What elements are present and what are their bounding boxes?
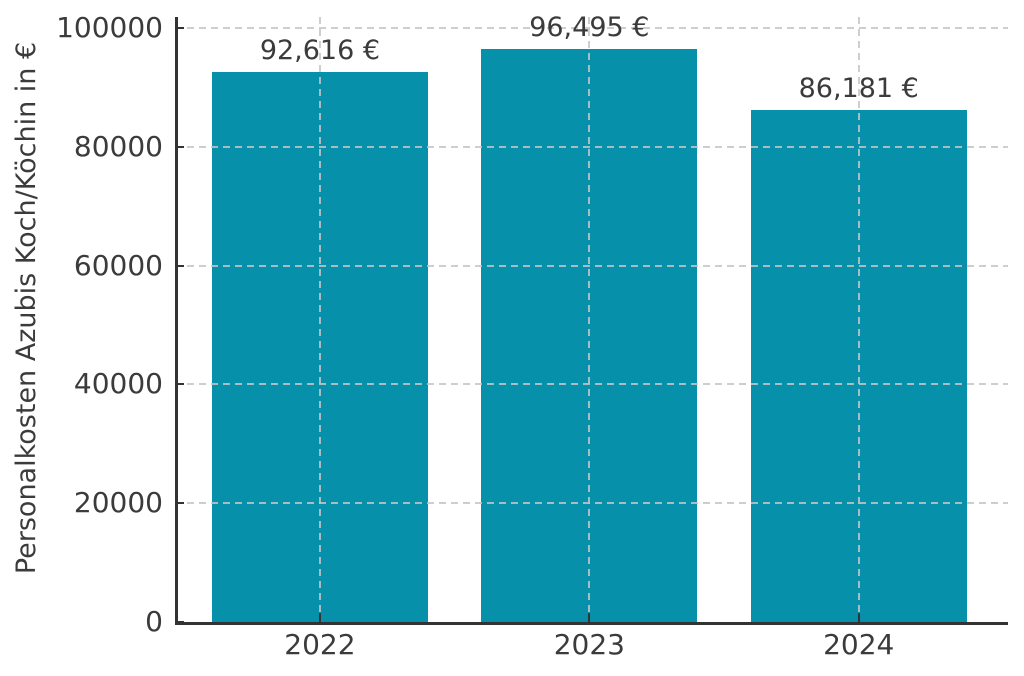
y-tick-label: 20000: [73, 486, 163, 520]
y-tick-mark: [175, 621, 184, 623]
y-tick-mark: [175, 264, 184, 267]
bottom-axis-spine: [175, 622, 1008, 625]
y-tick-mark: [175, 27, 184, 29]
gridline-vertical: [318, 17, 321, 622]
y-tick-label: 100000: [56, 11, 163, 44]
y-tick-label: 80000: [73, 129, 163, 163]
y-tick-label: 0: [145, 605, 163, 638]
y-axis-label: Personalkosten Azubis Koch/Köchin in €: [11, 41, 42, 575]
gridline-horizontal: [175, 502, 1008, 505]
bar-value-label: 86,181 €: [798, 73, 919, 105]
x-tick-mark: [588, 613, 591, 622]
y-tick-label: 40000: [73, 367, 163, 401]
gridline-horizontal: [175, 27, 1008, 29]
x-tick-label: 2024: [823, 628, 895, 661]
gridline-horizontal: [175, 145, 1008, 148]
bar-value-label: 96,495 €: [529, 11, 650, 43]
gridline-horizontal: [175, 264, 1008, 267]
y-tick-mark: [175, 383, 184, 386]
gridline-vertical: [857, 17, 860, 622]
gridline-horizontal: [175, 383, 1008, 386]
y-tick-mark: [175, 502, 184, 505]
bar-value-label: 92,616 €: [259, 34, 381, 66]
x-tick-label: 2023: [553, 628, 625, 661]
y-tick-label: 60000: [73, 248, 163, 282]
x-tick-label: 2022: [284, 628, 356, 661]
x-tick-mark: [857, 613, 860, 622]
left-axis-spine: [175, 17, 178, 625]
gridline-vertical: [588, 17, 591, 622]
y-tick-mark: [175, 145, 184, 148]
x-tick-mark: [318, 613, 321, 622]
